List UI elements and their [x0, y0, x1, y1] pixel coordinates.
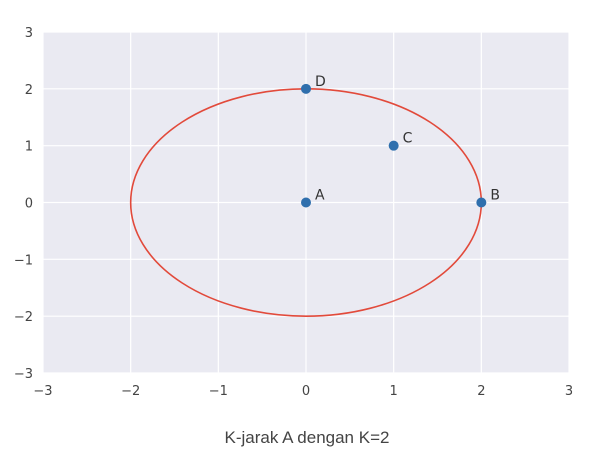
point-a: [301, 197, 311, 208]
y-tick-label: −1: [14, 253, 33, 268]
x-tick-label: 2: [477, 384, 485, 399]
data-points: A B C D: [301, 74, 500, 208]
y-tick-label: 0: [25, 197, 33, 212]
point-d: [301, 83, 311, 94]
point-label-a: A: [315, 188, 325, 204]
y-tick-label: 2: [25, 83, 33, 98]
y-tick-label: −2: [14, 310, 33, 325]
point-label-d: D: [315, 74, 326, 90]
x-tick-label: 3: [565, 384, 573, 399]
x-tick-label: −3: [33, 384, 52, 399]
y-tick-label: 3: [25, 26, 33, 41]
point-label-c: C: [403, 131, 413, 147]
x-tick-label: −2: [121, 384, 140, 399]
point-b: [476, 197, 487, 208]
chart-caption: K-jarak A dengan K=2: [224, 428, 390, 447]
y-tick-label: 1: [25, 140, 33, 155]
y-axis-ticks: −3 −2 −1 0 1 2 3: [14, 26, 33, 382]
y-tick-label: −3: [14, 367, 33, 382]
point-c: [388, 140, 399, 151]
x-tick-label: 1: [390, 384, 398, 399]
point-label-b: B: [490, 188, 500, 204]
x-axis-ticks: −3 −2 −1 0 1 2 3: [33, 384, 573, 399]
x-tick-label: −1: [209, 384, 228, 399]
x-tick-label: 0: [302, 384, 310, 399]
